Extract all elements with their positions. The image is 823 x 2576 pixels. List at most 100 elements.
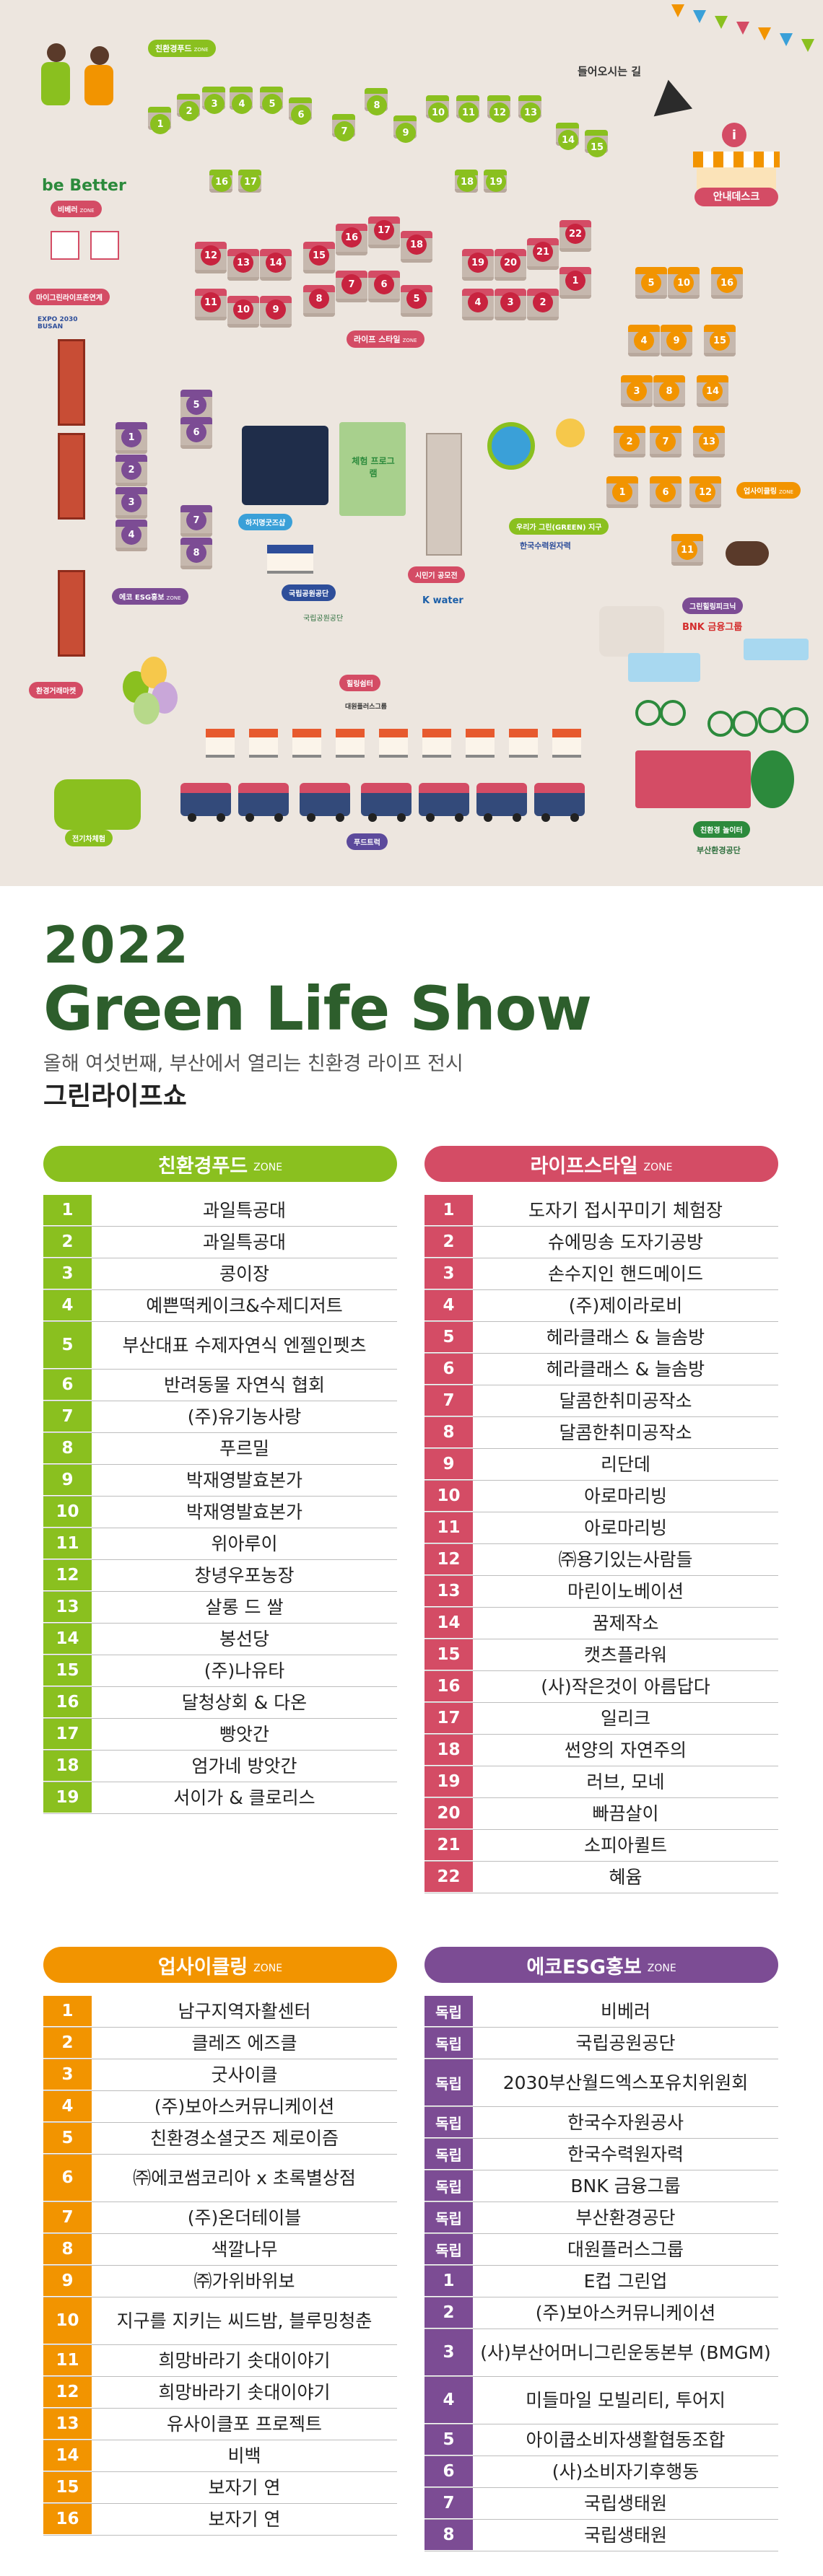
table-row: 7 국립생태원 (424, 2488, 778, 2520)
table-row: 4 예쁜떡케이크&수제디저트 (43, 1290, 397, 1322)
zone-table-lifestyle: 라이프스타일 ZONE 1 도자기 접시꾸미기 체험장 2 슈에밍송 도자기공방 3 손수지… (424, 1146, 778, 1893)
booth-number: 2 (43, 2028, 92, 2059)
table-row: 12 희망바라기 솟대이야기 (43, 2377, 397, 2409)
table-row: 9 리단데 (424, 1449, 778, 1481)
table-row: 21 소피아퀼트 (424, 1830, 778, 1862)
booth-number: 4 (43, 1290, 92, 1321)
table-row: 6 반려동물 자연식 협회 (43, 1370, 397, 1401)
booth-number: 8 (424, 1417, 473, 1448)
zone-label-ev: 전기차체험 (65, 830, 113, 846)
bicycle-icon (707, 711, 758, 737)
booth-name: 지구를 지키는 씨드밤, 블루밍청춘 (116, 2310, 373, 2331)
table-row: 19 서이가 & 클로리스 (43, 1782, 397, 1814)
booth-name: 부산환경공단 (575, 2207, 676, 2228)
info-desk[interactable]: i 안내데스크 (693, 123, 780, 206)
booth-number: 4 (424, 1290, 473, 1321)
booth-number: 1 (43, 1996, 92, 2027)
title-subtitle: 올해 여섯번째, 부산에서 열리는 친환경 라이프 전시 (43, 1053, 463, 1075)
booth-name: 한국수자원공사 (567, 2111, 684, 2133)
booth-name: 손수지인 핸드메이드 (548, 1263, 703, 1284)
bnk-area-label: 그린힐링피크닉 (682, 597, 744, 614)
table-row: 14 꿈제작소 (424, 1608, 778, 1639)
booth-name: (주)나유타 (204, 1660, 285, 1681)
booth-number: 독립 (424, 2234, 473, 2265)
booth-number: 5 (424, 2424, 473, 2455)
booth-number: 12 (43, 2377, 92, 2408)
booth-number: 6 (424, 1354, 473, 1385)
booth-name: 서이가 & 클로리스 (173, 1787, 315, 1808)
booth-name: 부산대표 수제자연식 엔젤인펫츠 (122, 1334, 367, 1356)
people-illustration (40, 43, 126, 108)
booth-name: ㈜가위바위보 (193, 2270, 295, 2292)
table-row: 11 위아루이 (43, 1528, 397, 1560)
booth-name: 대원플러스그룹 (567, 2238, 684, 2260)
busan-env-logo: 부산환경공단 (697, 846, 741, 855)
rest-area-label: 힐링쉼터 (339, 675, 380, 691)
title-subtitle-korean: 그린라이프쇼 (43, 1082, 187, 1111)
kwater-logo: K water (422, 595, 463, 606)
title-block: 2022 Green Life Show 올해 여섯번째, 부산에서 열리는 친… (43, 916, 780, 1114)
booth-name: BNK 금융그룹 (570, 2175, 681, 2196)
booth-number: 독립 (424, 2139, 473, 2170)
booth-number: 7 (43, 2202, 92, 2233)
booth-number: 15 (43, 1655, 92, 1686)
booth-name: (주)보아스커뮤니케이션 (535, 2302, 716, 2323)
zone-header-lifestyle: 라이프스타일 ZONE (424, 1146, 778, 1182)
booth-number: 2 (424, 1227, 473, 1258)
booth-name: 헤라클래스 & 늘솜방 (546, 1326, 705, 1348)
booth-number: 22 (424, 1862, 473, 1893)
booth-number: 5 (424, 1322, 473, 1353)
table-row: 독립 부산환경공단 (424, 2202, 778, 2234)
expo-logo: EXPO 2030 BUSAN (38, 316, 78, 330)
table-row: 4 (주)제이라로비 (424, 1290, 778, 1322)
playground-label: 친환경 놀이터 (693, 821, 750, 838)
booth-number: 독립 (424, 2170, 473, 2202)
table-row: 8 푸르밀 (43, 1433, 397, 1465)
booth-number: 9 (43, 1465, 92, 1496)
bebetter-tent (90, 231, 119, 260)
table-row: 2 클레즈 에즈클 (43, 2028, 397, 2059)
booth-number: 8 (43, 2234, 92, 2265)
booth-name: 콩이장 (219, 1263, 269, 1284)
booth-name: 빠끔살이 (592, 1802, 659, 1824)
booth-number: 1 (424, 2266, 473, 2297)
booth-name: 소피아퀼트 (583, 1834, 667, 1856)
booth-name: 2030부산월드엑스포유치위원회 (502, 2072, 749, 2093)
booth-number: 3 (43, 2059, 92, 2090)
table-row: 12 ㈜용기있는사람들 (424, 1544, 778, 1576)
zone-label-green-earth: 우리가 그린(GREEN) 지구 (509, 518, 609, 535)
table-row: 15 (주)나유타 (43, 1655, 397, 1687)
info-desk-label: 안내데스크 (694, 188, 778, 206)
table-row: 1 남구지역자활센터 (43, 1996, 397, 2028)
booth-name: (주)제이라로비 (568, 1294, 683, 1316)
entrance-arrow-icon (641, 79, 693, 131)
nps-label: 국립공원공단 (282, 584, 336, 601)
table-row: 독립 BNK 금융그룹 (424, 2170, 778, 2202)
booth-name: (주)온더테이블 (187, 2207, 302, 2228)
zone-label-bebetter: 비베러 ZONE (51, 201, 102, 217)
zone-table-upcycle: 업사이클링 ZONE 1 남구지역자활센터 2 클레즈 에즈클 3 굿사이클 4 (주)보아스커… (43, 1947, 397, 2536)
table-row: 3 콩이장 (43, 1258, 397, 1290)
table-row: 6 (사)소비자기후행동 (424, 2456, 778, 2488)
booth-name: 리단데 (600, 1453, 650, 1475)
experience-label: 체험 프로그램 (352, 456, 395, 478)
table-row: 독립 대원플러스그룹 (424, 2234, 778, 2266)
nps-tent (267, 545, 313, 574)
picnic-mat (628, 653, 700, 682)
photo-label: 하지명굿즈샵 (238, 514, 293, 530)
booth-number: 7 (43, 1401, 92, 1432)
entrance-label: 들어오시는 길 (578, 65, 642, 78)
booth-number: 3 (424, 2329, 473, 2376)
table-row: 13 살롱 드 쌀 (43, 1592, 397, 1624)
table-row: 11 희망바라기 솟대이야기 (43, 2345, 397, 2377)
booth-name: (주)보아스커뮤니케이션 (154, 2095, 335, 2117)
table-row: 1 과일특공대 (43, 1195, 397, 1227)
zone-header-eco: 에코ESG홍보 ZONE (424, 1947, 778, 1983)
booth-number: 3 (424, 1258, 473, 1289)
playground-illustration (635, 750, 751, 808)
booth-number: 4 (43, 2091, 92, 2122)
booth-name: 굿사이클 (211, 2064, 278, 2085)
booth-number: 3 (43, 1258, 92, 1289)
booth-number: 독립 (424, 1996, 473, 2027)
booth-name: 달콤한취미공작소 (559, 1390, 692, 1411)
